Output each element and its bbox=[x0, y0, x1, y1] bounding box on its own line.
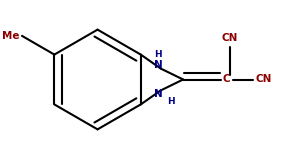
Text: H: H bbox=[154, 50, 162, 59]
Text: N: N bbox=[154, 59, 162, 69]
Text: CN: CN bbox=[256, 75, 272, 84]
Text: CN: CN bbox=[222, 33, 238, 43]
Text: H: H bbox=[167, 97, 174, 106]
Text: Me: Me bbox=[2, 31, 20, 41]
Text: N: N bbox=[154, 90, 162, 100]
Text: C: C bbox=[222, 75, 230, 84]
